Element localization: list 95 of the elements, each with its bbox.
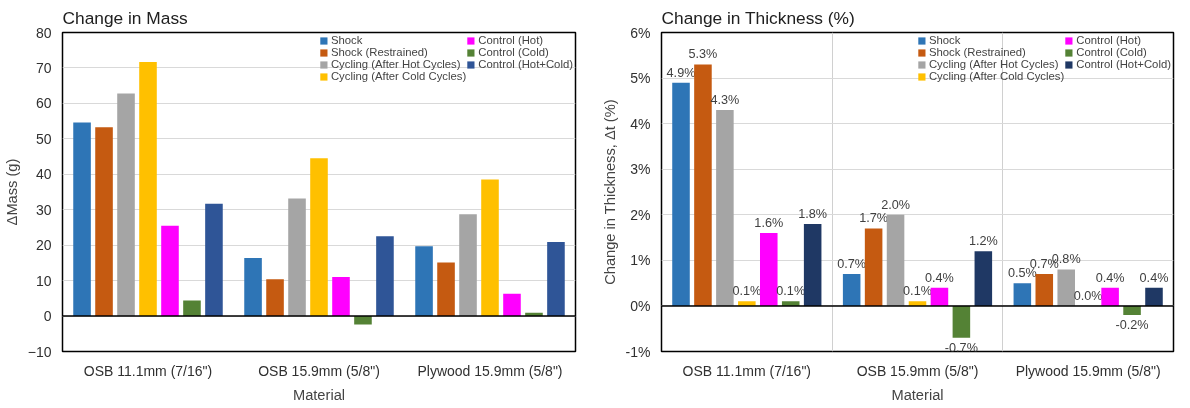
y-tick-label: 70 [35, 59, 52, 76]
legend-label: Cycling (After Hot Cycles) [330, 58, 461, 70]
bar [1057, 269, 1075, 306]
y-tick-label: 2% [630, 206, 651, 223]
bar [952, 305, 971, 338]
y-tick-label: 3% [630, 161, 651, 178]
y-tick-label: 60 [35, 95, 52, 112]
legend-label: Cycling (After Hot Cycles) [928, 58, 1059, 70]
bar [354, 316, 372, 325]
legend-label: Control (Cold) [1076, 46, 1147, 58]
bar [481, 179, 499, 317]
bar [161, 225, 179, 317]
legend-label: Shock [330, 34, 363, 46]
data-label: 0.4% [925, 270, 954, 285]
data-label: 0.4% [1139, 270, 1169, 285]
y-axis-title: Change in Thickness, Δt (%) [601, 99, 618, 285]
legend-label: Shock [928, 34, 961, 46]
bar [205, 203, 223, 317]
legend-label: Control (Hot+Cold) [1076, 58, 1171, 70]
chart-title: Change in Mass [62, 7, 189, 28]
bar [842, 274, 861, 306]
data-label: 2.0% [881, 197, 910, 212]
y-tick-label: 20 [35, 237, 52, 254]
bar [547, 241, 565, 317]
bar [266, 279, 284, 317]
y-tick-label: 40 [35, 166, 52, 183]
y-tick-label: 6% [630, 24, 651, 41]
data-label: 0.1% [732, 284, 762, 299]
y-tick-label: 50 [35, 130, 52, 147]
bar [1101, 287, 1119, 306]
data-label: -0.2% [1115, 318, 1149, 333]
x-axis-title: Material [891, 386, 944, 403]
bar [672, 82, 690, 306]
bar [694, 64, 712, 306]
y-tick-label: 0 [43, 308, 52, 325]
bar [376, 236, 394, 317]
bar [95, 127, 113, 317]
bar [738, 301, 756, 306]
y-tick-label: 1% [630, 252, 651, 269]
bar [244, 257, 262, 317]
bar [288, 198, 306, 317]
x-tick-label: OSB 11.1mm (7/16") [83, 362, 213, 379]
bar [139, 61, 157, 317]
x-tick-label: OSB 15.9mm (5/8") [258, 362, 380, 379]
legend-label: Control (Hot) [478, 34, 544, 46]
x-tick-label: Plywood 15.9mm (5/8") [1015, 362, 1161, 379]
bar [117, 93, 135, 317]
chart-title: Change in Thickness (%) [661, 7, 855, 28]
y-tick-label: 80 [35, 24, 52, 41]
data-label: 0.1% [903, 284, 932, 299]
legend-label: Control (Hot+Cold) [478, 58, 573, 70]
data-label: 0.4% [1095, 270, 1125, 285]
data-label: 0.7% [837, 257, 867, 272]
bar [864, 228, 883, 306]
legend-label: Cycling (After Cold Cycles) [330, 70, 467, 82]
y-axis-title: ΔMass (g) [3, 158, 20, 226]
bar [332, 277, 350, 317]
y-tick-label: 10 [35, 272, 52, 289]
bar [437, 262, 455, 317]
bar [1145, 287, 1163, 306]
y-tick-label: −10 [27, 343, 52, 360]
x-tick-label: OSB 11.1mm (7/16") [682, 362, 812, 379]
bar [73, 122, 91, 317]
bar [503, 293, 521, 317]
bar [310, 158, 328, 317]
legend-label: Shock (Restrained) [330, 46, 428, 58]
bar [974, 251, 993, 306]
y-tick-label: 30 [35, 201, 52, 218]
bar [716, 109, 734, 306]
bar [803, 223, 822, 306]
y-tick-label: -1% [625, 343, 651, 360]
bar [183, 300, 201, 317]
data-label: 1.8% [798, 206, 828, 221]
bar [1035, 274, 1054, 306]
x-tick-label: Plywood 15.9mm (5/8") [417, 362, 563, 379]
bar [1013, 283, 1032, 306]
bar [930, 287, 949, 306]
bar [459, 214, 477, 317]
bar [760, 233, 778, 306]
bar [415, 246, 433, 317]
bar [886, 214, 905, 306]
legend-label: Control (Hot) [1076, 34, 1142, 46]
bar [1123, 305, 1141, 316]
y-tick-label: 5% [630, 70, 651, 87]
data-label: 5.3% [688, 47, 718, 62]
legend-label: Cycling (After Cold Cycles) [928, 70, 1065, 82]
x-axis-title: Material [292, 386, 346, 403]
legend-label: Control (Cold) [478, 46, 549, 58]
legend-label: Shock (Restrained) [928, 46, 1026, 58]
x-tick-label: OSB 15.9mm (5/8") [856, 362, 979, 379]
y-tick-label: 4% [630, 115, 651, 132]
y-tick-label: 0% [630, 297, 651, 314]
data-label: 1.6% [754, 216, 784, 231]
data-label: 1.2% [968, 234, 998, 249]
data-label: 1.7% [859, 211, 889, 226]
